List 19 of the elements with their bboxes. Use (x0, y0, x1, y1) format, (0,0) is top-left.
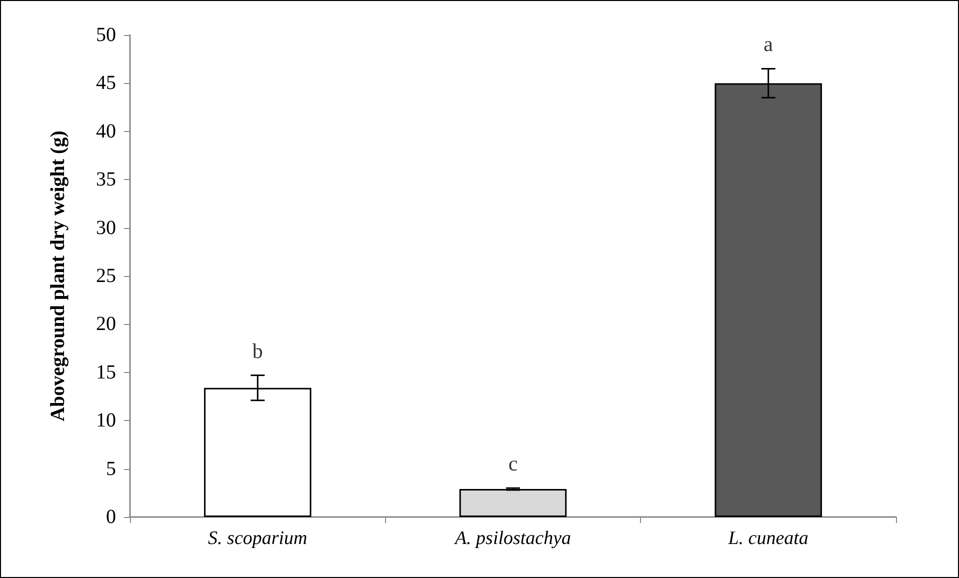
y-tick-label: 20 (96, 313, 116, 336)
y-tick-label: 50 (96, 24, 116, 46)
y-tick-label: 25 (96, 265, 116, 287)
y-axis-title: Aboveground plant dry weight (g) (47, 130, 69, 422)
y-tick-label: 10 (96, 410, 116, 432)
y-tick-label: 0 (106, 506, 116, 528)
annotation: c (508, 452, 518, 476)
y-tick-label: 40 (96, 120, 116, 142)
annotation: b (252, 338, 263, 363)
y-tick-label: 5 (106, 458, 116, 480)
x-tick-label: A. psilostachya (452, 528, 572, 549)
y-tick-label: 35 (96, 168, 116, 191)
y-tick-label: 15 (96, 361, 116, 384)
y-tick-label: 30 (96, 216, 116, 239)
y-tick-label: 45 (96, 72, 116, 94)
x-tick-label: S. scoparium (208, 528, 308, 549)
bar (459, 489, 567, 517)
x-tick-label: L. cuneata (727, 528, 808, 549)
annotation: a (764, 32, 774, 56)
